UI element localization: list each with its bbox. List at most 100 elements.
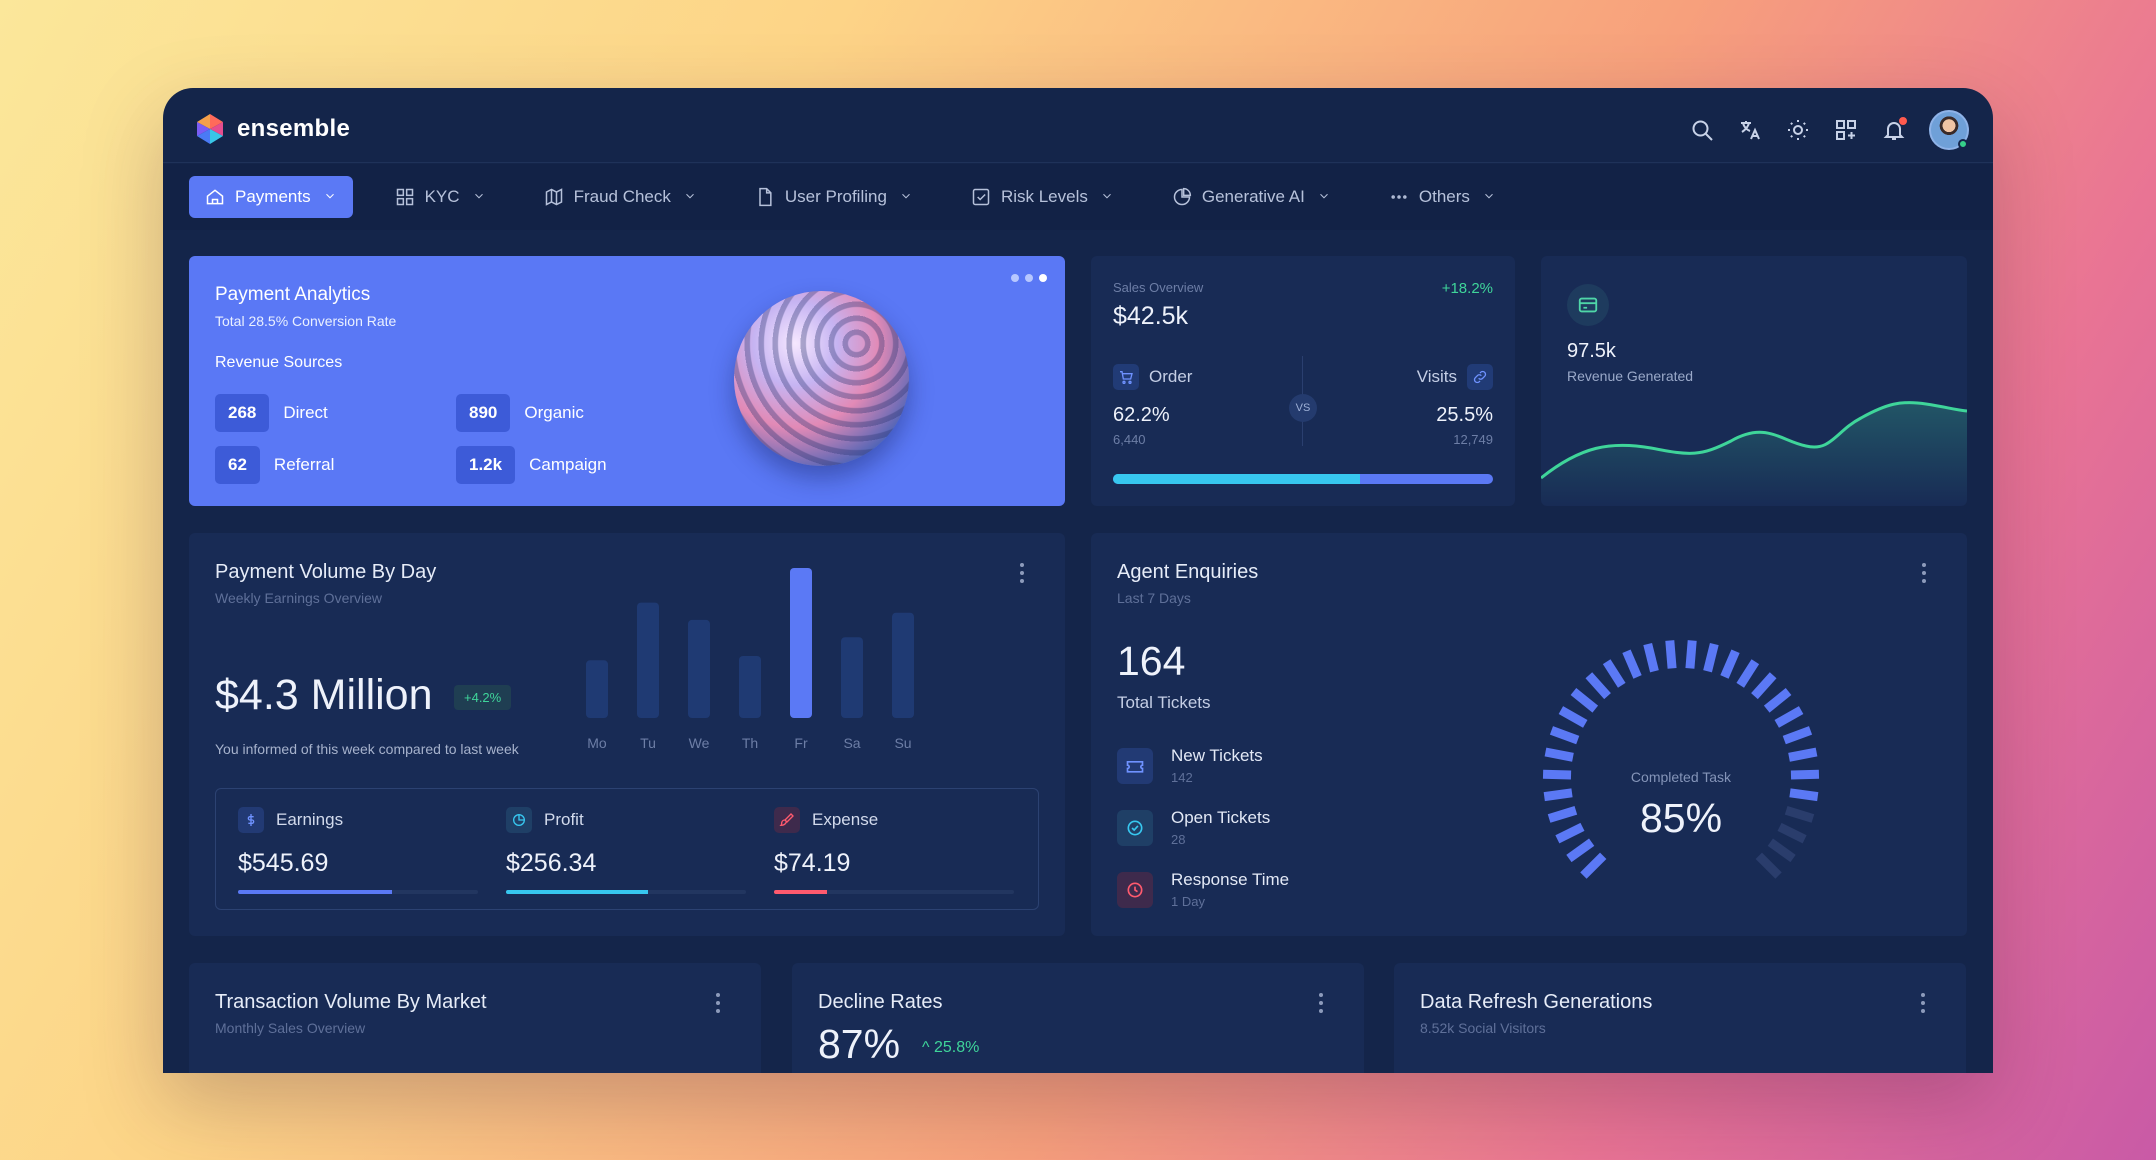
chevron-down-icon xyxy=(323,189,337,206)
grid-icon xyxy=(396,188,413,206)
source-value: 890 xyxy=(456,394,511,432)
revenue-value: 97.5k xyxy=(1567,340,1616,362)
app-logo[interactable]: ensemble xyxy=(193,112,350,146)
nav-label: Fraud Check xyxy=(573,187,671,206)
translate-icon[interactable] xyxy=(1737,117,1763,143)
enquiry-label: Open Tickets xyxy=(1171,808,1271,827)
bar-sa xyxy=(841,637,863,718)
revenue-card: 97.5k Revenue Generated xyxy=(1541,256,1967,506)
brush-icon xyxy=(774,807,800,833)
enquiry-label: New Tickets xyxy=(1171,746,1263,765)
gauge-segment xyxy=(1788,747,1818,762)
transaction-volume-card: Transaction Volume By Market Monthly Sal… xyxy=(189,963,761,1073)
weekly-bar-chart: Mo Tu We Th Fr Sa Su xyxy=(586,568,914,751)
apps-grid-icon[interactable] xyxy=(1833,117,1859,143)
bar-mo xyxy=(586,660,608,718)
gauge-segment xyxy=(1763,688,1792,713)
nav-label: Payments xyxy=(235,187,311,206)
agent-enquiries-card: Agent Enquiries Last 7 Days 164 Total Ti… xyxy=(1091,533,1967,936)
completed-task-gauge xyxy=(1542,640,1820,879)
gauge-segment xyxy=(1555,822,1585,844)
gauge-segment xyxy=(1767,838,1796,863)
weekly-amount: $4.3 Million xyxy=(215,671,433,719)
enquiry-label: Response Time xyxy=(1171,870,1290,889)
source-value: 62 xyxy=(215,446,260,484)
visits-header: Visits xyxy=(1417,364,1493,390)
clock-icon xyxy=(1117,871,1153,908)
sales-overview-card: Sales Overview $42.5k +18.2% Order Visit… xyxy=(1091,256,1515,506)
card-title: Agent Enquiries xyxy=(1117,561,1259,583)
stat-progress xyxy=(774,890,1014,894)
chevron-down-icon xyxy=(1100,189,1114,206)
ticket-icon xyxy=(1117,747,1153,784)
bar-tu xyxy=(637,602,659,718)
total-tickets-label: Total Tickets xyxy=(1117,693,1211,712)
bar-fr xyxy=(790,568,812,718)
gauge-segment xyxy=(1777,822,1807,844)
stat-earnings: Earnings $545.69 xyxy=(238,807,478,894)
source-campaign: 1.2k Campaign xyxy=(456,446,607,484)
order-visits-bar xyxy=(1113,474,1493,484)
file-icon xyxy=(759,187,772,207)
enquiry-response-time: Response Time 1 Day xyxy=(1117,870,1289,909)
carousel-dot[interactable] xyxy=(1011,274,1019,282)
gauge-segment xyxy=(1566,838,1595,863)
more-options-icon[interactable] xyxy=(1921,563,1927,585)
vs-badge: VS xyxy=(1289,394,1317,422)
enquiry-sub: 28 xyxy=(1171,832,1186,847)
x-tick-label: Su xyxy=(894,735,911,751)
weekly-note: You informed of this week compared to la… xyxy=(215,741,519,757)
stat-value: $74.19 xyxy=(774,849,851,877)
sun-icon[interactable] xyxy=(1785,117,1811,143)
gauge-segment xyxy=(1585,672,1611,700)
more-options-icon[interactable] xyxy=(715,993,721,1015)
bell-icon[interactable] xyxy=(1881,117,1907,143)
user-avatar[interactable] xyxy=(1929,110,1969,150)
x-tick-label: Sa xyxy=(843,735,860,751)
link-icon xyxy=(1467,364,1493,390)
source-direct: 268 Direct xyxy=(215,394,328,432)
more-options-icon[interactable] xyxy=(1920,993,1926,1015)
card-title: Decline Rates xyxy=(818,991,943,1013)
source-label: Campaign xyxy=(529,455,607,474)
source-label: Referral xyxy=(273,455,335,474)
sales-overview-change: +18.2% xyxy=(1441,280,1493,297)
bar-we xyxy=(688,619,710,718)
nav-risk-levels[interactable]: Risk Levels xyxy=(955,176,1130,218)
checkbox-icon xyxy=(972,188,990,206)
search-icon[interactable] xyxy=(1689,117,1715,143)
more-options-icon[interactable] xyxy=(1318,993,1324,1015)
gauge-segment xyxy=(1543,788,1573,802)
sales-overview-label: Sales Overview xyxy=(1113,280,1204,295)
data-refresh-card: Data Refresh Generations 8.52k Social Vi… xyxy=(1394,963,1966,1073)
gauge-segment xyxy=(1665,640,1677,669)
x-tick-label: We xyxy=(689,735,710,751)
card-title: Payment Volume By Day xyxy=(215,561,437,583)
carousel-dot-active[interactable] xyxy=(1039,274,1047,282)
decline-rate-change-value: 25.8% xyxy=(933,1039,980,1056)
stat-progress-fill xyxy=(506,890,648,894)
gauge-segment xyxy=(1784,805,1815,823)
nav-fraud-check[interactable]: Fraud Check xyxy=(528,176,713,218)
order-header: Order xyxy=(1113,364,1192,390)
card-subtitle: Weekly Earnings Overview xyxy=(215,590,383,606)
decline-rate-change: ^ 25.8% xyxy=(922,1039,979,1057)
nav-others[interactable]: Others xyxy=(1373,176,1512,218)
nav-user-profiling[interactable]: User Profiling xyxy=(739,176,929,218)
stat-label: Expense xyxy=(812,810,879,829)
gauge-segment xyxy=(1580,852,1607,879)
nav-generative-ai[interactable]: Generative AI xyxy=(1156,176,1347,218)
gauge-segment xyxy=(1789,788,1819,802)
source-referral: 62 Referral xyxy=(215,446,334,484)
enquiry-new-tickets: New Tickets 142 xyxy=(1117,746,1263,785)
gauge-label: Completed Task xyxy=(1630,769,1732,785)
carousel-dot[interactable] xyxy=(1025,274,1033,282)
decline-rates-card: Decline Rates 87% ^ 25.8% xyxy=(792,963,1364,1073)
main-nav: Payments KYC Fraud Check User Profiling xyxy=(163,164,1993,230)
chevron-down-icon xyxy=(683,189,697,206)
more-options-icon[interactable] xyxy=(1019,563,1025,585)
source-label: Direct xyxy=(283,403,328,422)
nav-payments[interactable]: Payments xyxy=(189,176,353,218)
nav-kyc[interactable]: KYC xyxy=(379,176,502,218)
gauge-segment xyxy=(1542,769,1572,780)
